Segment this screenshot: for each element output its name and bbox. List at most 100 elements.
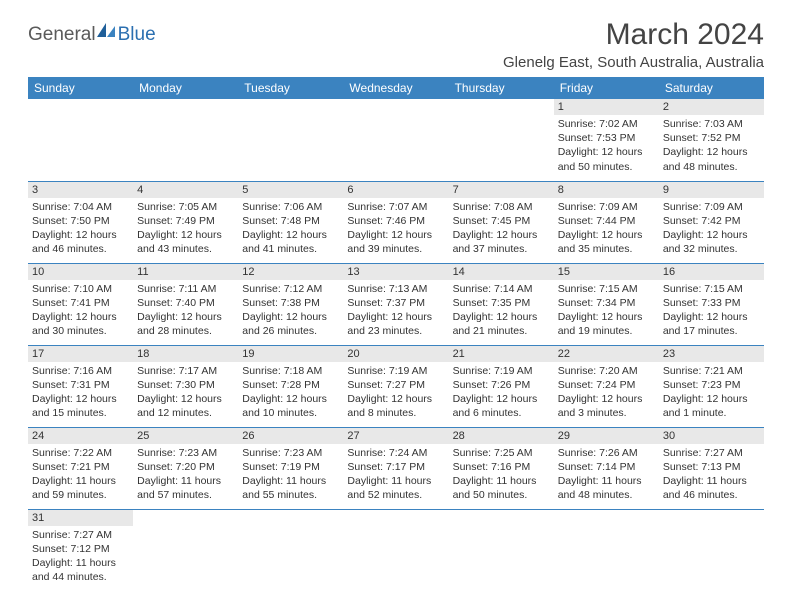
day-detail: Sunrise: 7:27 AMSunset: 7:13 PMDaylight:… <box>659 444 764 507</box>
day-number: 12 <box>238 264 343 280</box>
weekday-header-row: SundayMondayTuesdayWednesdayThursdayFrid… <box>28 77 764 99</box>
calendar-day: 14Sunrise: 7:14 AMSunset: 7:35 PMDayligh… <box>449 263 554 345</box>
weekday-header: Thursday <box>449 77 554 99</box>
calendar-row: 3Sunrise: 7:04 AMSunset: 7:50 PMDaylight… <box>28 181 764 263</box>
day-detail: Sunrise: 7:20 AMSunset: 7:24 PMDaylight:… <box>554 362 659 425</box>
calendar-day: 22Sunrise: 7:20 AMSunset: 7:24 PMDayligh… <box>554 345 659 427</box>
calendar-row: 31Sunrise: 7:27 AMSunset: 7:12 PMDayligh… <box>28 509 764 591</box>
calendar-day: 9Sunrise: 7:09 AMSunset: 7:42 PMDaylight… <box>659 181 764 263</box>
calendar-day: 24Sunrise: 7:22 AMSunset: 7:21 PMDayligh… <box>28 427 133 509</box>
day-number: 15 <box>554 264 659 280</box>
location: Glenelg East, South Australia, Australia <box>503 54 764 71</box>
calendar-day: 23Sunrise: 7:21 AMSunset: 7:23 PMDayligh… <box>659 345 764 427</box>
day-detail: Sunrise: 7:09 AMSunset: 7:44 PMDaylight:… <box>554 198 659 261</box>
calendar-day: 1Sunrise: 7:02 AMSunset: 7:53 PMDaylight… <box>554 99 659 181</box>
day-number: 4 <box>133 182 238 198</box>
day-number: 22 <box>554 346 659 362</box>
calendar-row: 1Sunrise: 7:02 AMSunset: 7:53 PMDaylight… <box>28 99 764 181</box>
day-number: 18 <box>133 346 238 362</box>
calendar-row: 17Sunrise: 7:16 AMSunset: 7:31 PMDayligh… <box>28 345 764 427</box>
day-number: 30 <box>659 428 764 444</box>
day-number: 26 <box>238 428 343 444</box>
day-detail: Sunrise: 7:25 AMSunset: 7:16 PMDaylight:… <box>449 444 554 507</box>
day-number: 10 <box>28 264 133 280</box>
weekday-header: Tuesday <box>238 77 343 99</box>
day-number: 23 <box>659 346 764 362</box>
day-detail: Sunrise: 7:15 AMSunset: 7:33 PMDaylight:… <box>659 280 764 343</box>
day-number: 14 <box>449 264 554 280</box>
calendar-day: 12Sunrise: 7:12 AMSunset: 7:38 PMDayligh… <box>238 263 343 345</box>
day-detail: Sunrise: 7:19 AMSunset: 7:26 PMDaylight:… <box>449 362 554 425</box>
calendar-day: 27Sunrise: 7:24 AMSunset: 7:17 PMDayligh… <box>343 427 448 509</box>
calendar-day: 28Sunrise: 7:25 AMSunset: 7:16 PMDayligh… <box>449 427 554 509</box>
calendar-day: 8Sunrise: 7:09 AMSunset: 7:44 PMDaylight… <box>554 181 659 263</box>
calendar-day: 29Sunrise: 7:26 AMSunset: 7:14 PMDayligh… <box>554 427 659 509</box>
day-number: 13 <box>343 264 448 280</box>
calendar-day: 10Sunrise: 7:10 AMSunset: 7:41 PMDayligh… <box>28 263 133 345</box>
weekday-header: Monday <box>133 77 238 99</box>
calendar-day: 21Sunrise: 7:19 AMSunset: 7:26 PMDayligh… <box>449 345 554 427</box>
calendar-day: 18Sunrise: 7:17 AMSunset: 7:30 PMDayligh… <box>133 345 238 427</box>
calendar-day: 31Sunrise: 7:27 AMSunset: 7:12 PMDayligh… <box>28 509 133 591</box>
day-number: 24 <box>28 428 133 444</box>
day-detail: Sunrise: 7:05 AMSunset: 7:49 PMDaylight:… <box>133 198 238 261</box>
calendar-day: 5Sunrise: 7:06 AMSunset: 7:48 PMDaylight… <box>238 181 343 263</box>
day-number: 1 <box>554 99 659 115</box>
sail-icon <box>96 22 116 38</box>
calendar-day: 20Sunrise: 7:19 AMSunset: 7:27 PMDayligh… <box>343 345 448 427</box>
day-number: 19 <box>238 346 343 362</box>
weekday-header: Wednesday <box>343 77 448 99</box>
calendar-empty <box>343 99 448 181</box>
day-number: 7 <box>449 182 554 198</box>
day-number: 20 <box>343 346 448 362</box>
day-detail: Sunrise: 7:11 AMSunset: 7:40 PMDaylight:… <box>133 280 238 343</box>
weekday-header: Saturday <box>659 77 764 99</box>
day-detail: Sunrise: 7:07 AMSunset: 7:46 PMDaylight:… <box>343 198 448 261</box>
day-detail: Sunrise: 7:26 AMSunset: 7:14 PMDaylight:… <box>554 444 659 507</box>
day-detail: Sunrise: 7:09 AMSunset: 7:42 PMDaylight:… <box>659 198 764 261</box>
calendar-empty <box>133 509 238 591</box>
calendar-empty <box>133 99 238 181</box>
day-detail: Sunrise: 7:18 AMSunset: 7:28 PMDaylight:… <box>238 362 343 425</box>
weekday-header: Friday <box>554 77 659 99</box>
calendar-row: 24Sunrise: 7:22 AMSunset: 7:21 PMDayligh… <box>28 427 764 509</box>
day-detail: Sunrise: 7:12 AMSunset: 7:38 PMDaylight:… <box>238 280 343 343</box>
title-block: March 2024 Glenelg East, South Australia… <box>503 18 764 71</box>
calendar-day: 7Sunrise: 7:08 AMSunset: 7:45 PMDaylight… <box>449 181 554 263</box>
calendar-empty <box>659 509 764 591</box>
day-detail: Sunrise: 7:23 AMSunset: 7:20 PMDaylight:… <box>133 444 238 507</box>
calendar-empty <box>449 99 554 181</box>
calendar-day: 4Sunrise: 7:05 AMSunset: 7:49 PMDaylight… <box>133 181 238 263</box>
calendar-day: 3Sunrise: 7:04 AMSunset: 7:50 PMDaylight… <box>28 181 133 263</box>
day-number: 8 <box>554 182 659 198</box>
header: General Blue March 2024 Glenelg East, So… <box>28 18 764 71</box>
day-detail: Sunrise: 7:10 AMSunset: 7:41 PMDaylight:… <box>28 280 133 343</box>
day-number: 6 <box>343 182 448 198</box>
calendar-body: 1Sunrise: 7:02 AMSunset: 7:53 PMDaylight… <box>28 99 764 591</box>
calendar-day: 19Sunrise: 7:18 AMSunset: 7:28 PMDayligh… <box>238 345 343 427</box>
day-number: 17 <box>28 346 133 362</box>
day-detail: Sunrise: 7:03 AMSunset: 7:52 PMDaylight:… <box>659 115 764 178</box>
day-detail: Sunrise: 7:14 AMSunset: 7:35 PMDaylight:… <box>449 280 554 343</box>
calendar-empty <box>449 509 554 591</box>
day-number: 29 <box>554 428 659 444</box>
day-detail: Sunrise: 7:13 AMSunset: 7:37 PMDaylight:… <box>343 280 448 343</box>
calendar-empty <box>238 99 343 181</box>
day-detail: Sunrise: 7:02 AMSunset: 7:53 PMDaylight:… <box>554 115 659 178</box>
day-detail: Sunrise: 7:08 AMSunset: 7:45 PMDaylight:… <box>449 198 554 261</box>
day-number: 21 <box>449 346 554 362</box>
day-number: 3 <box>28 182 133 198</box>
day-number: 31 <box>28 510 133 526</box>
calendar-day: 2Sunrise: 7:03 AMSunset: 7:52 PMDaylight… <box>659 99 764 181</box>
logo-text-general: General <box>28 24 96 46</box>
day-number: 16 <box>659 264 764 280</box>
calendar-day: 25Sunrise: 7:23 AMSunset: 7:20 PMDayligh… <box>133 427 238 509</box>
day-number: 25 <box>133 428 238 444</box>
day-detail: Sunrise: 7:16 AMSunset: 7:31 PMDaylight:… <box>28 362 133 425</box>
day-detail: Sunrise: 7:27 AMSunset: 7:12 PMDaylight:… <box>28 526 133 589</box>
calendar-table: SundayMondayTuesdayWednesdayThursdayFrid… <box>28 77 764 591</box>
logo: General Blue <box>28 24 156 46</box>
calendar-empty <box>343 509 448 591</box>
day-number: 27 <box>343 428 448 444</box>
day-detail: Sunrise: 7:17 AMSunset: 7:30 PMDaylight:… <box>133 362 238 425</box>
